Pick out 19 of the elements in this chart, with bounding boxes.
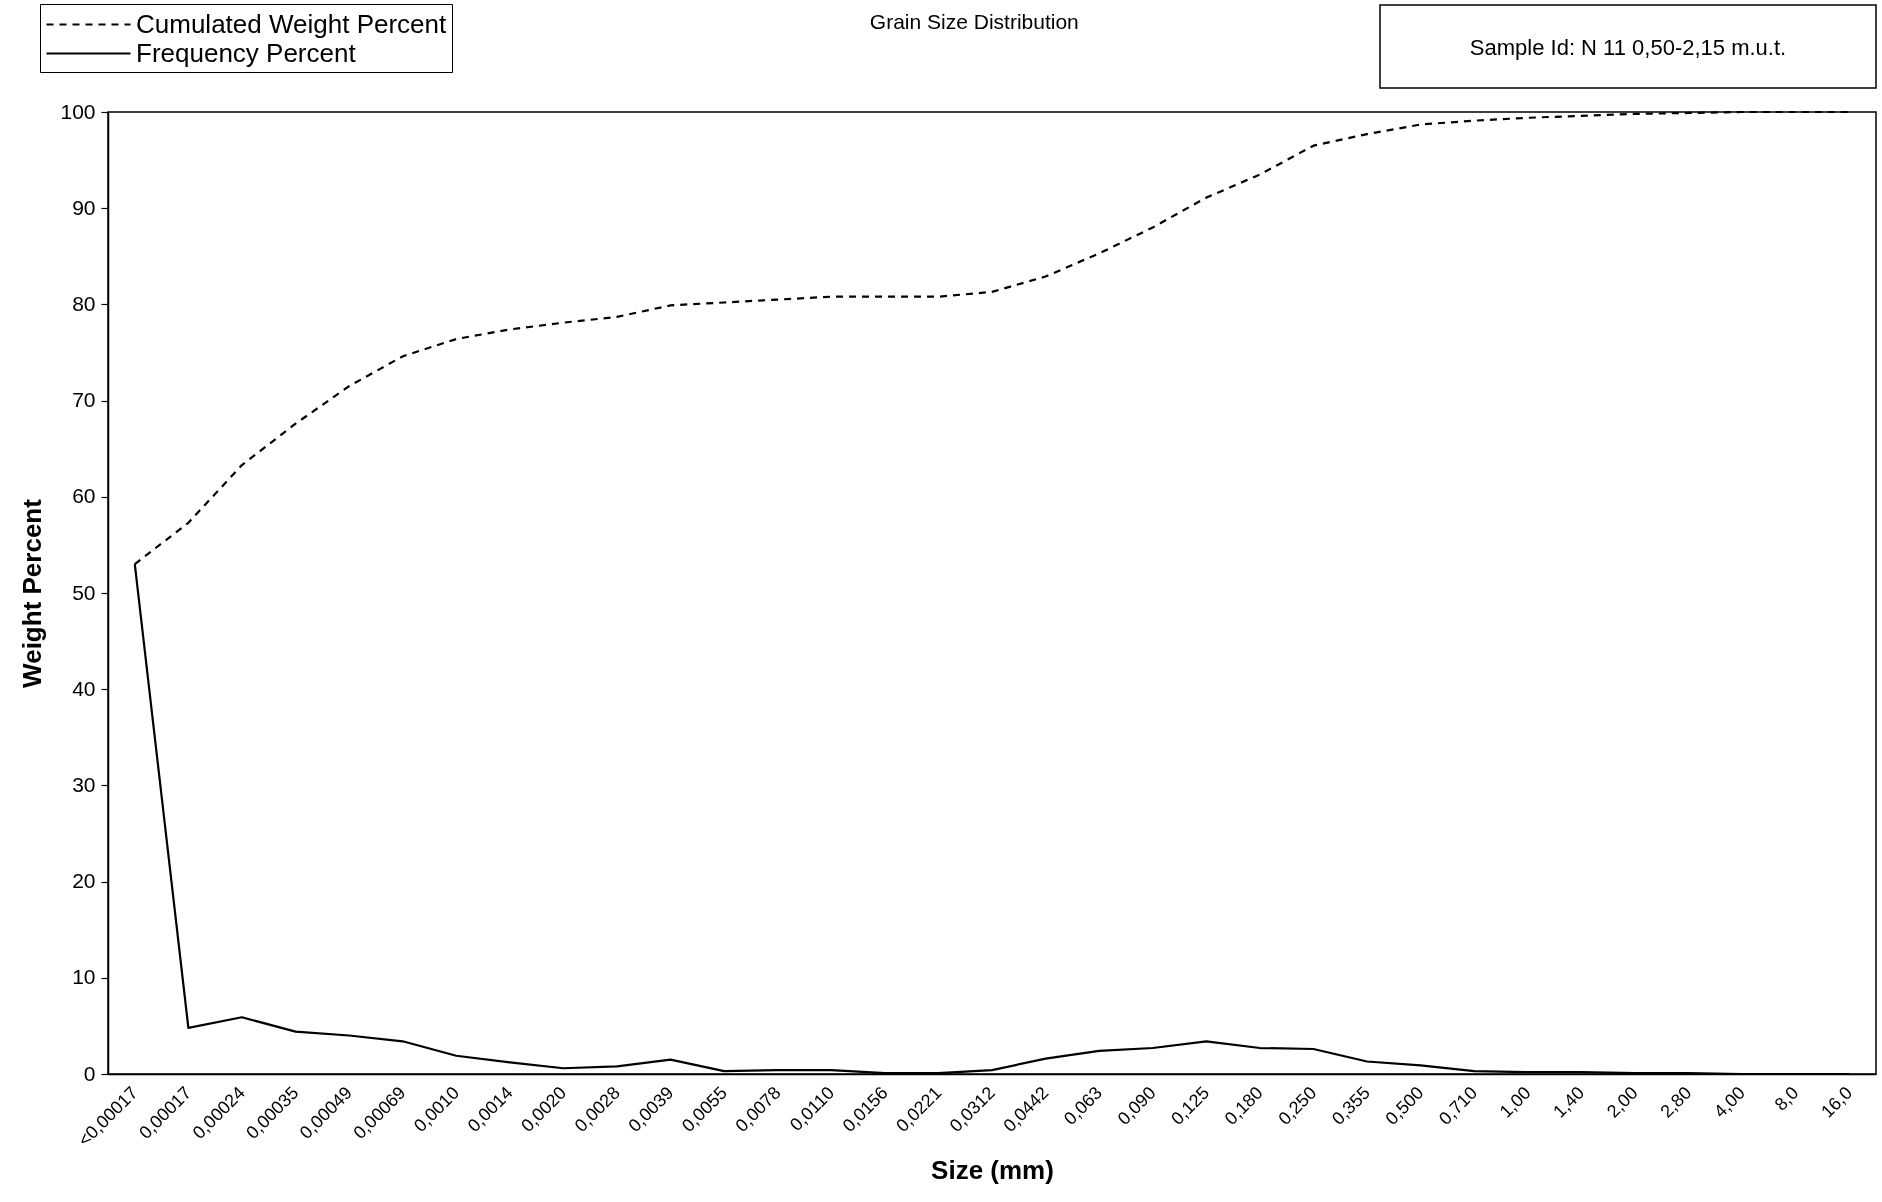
legend-label: Cumulated Weight Percent <box>136 8 448 39</box>
y-tick-label: 100 <box>60 99 96 123</box>
x-tick-label: 4,00 <box>1710 1082 1749 1122</box>
y-tick-label: 30 <box>72 772 96 796</box>
x-axis-title: Size (mm) <box>931 1155 1054 1186</box>
y-tick-label: 90 <box>72 195 96 219</box>
y-tick-label: 70 <box>72 388 96 412</box>
y-tick-label: 40 <box>72 676 96 700</box>
y-tick-label: 10 <box>72 965 96 989</box>
y-tick-label: 0 <box>83 1061 96 1085</box>
y-tick-label: 50 <box>72 580 96 604</box>
y-tick-label: 80 <box>72 291 96 315</box>
y-tick-label: 60 <box>72 484 96 508</box>
y-axis-title: Weight Percent <box>17 498 48 688</box>
y-tick-label: 20 <box>72 869 96 893</box>
legend-label: Frequency Percent <box>136 37 357 68</box>
x-tick-label: 8,0 <box>1770 1082 1803 1115</box>
text: Sample Id: N 11 0,50-2,15 m.u.t. <box>1469 35 1787 60</box>
chart-title: Grain Size Distribution <box>869 10 1079 33</box>
